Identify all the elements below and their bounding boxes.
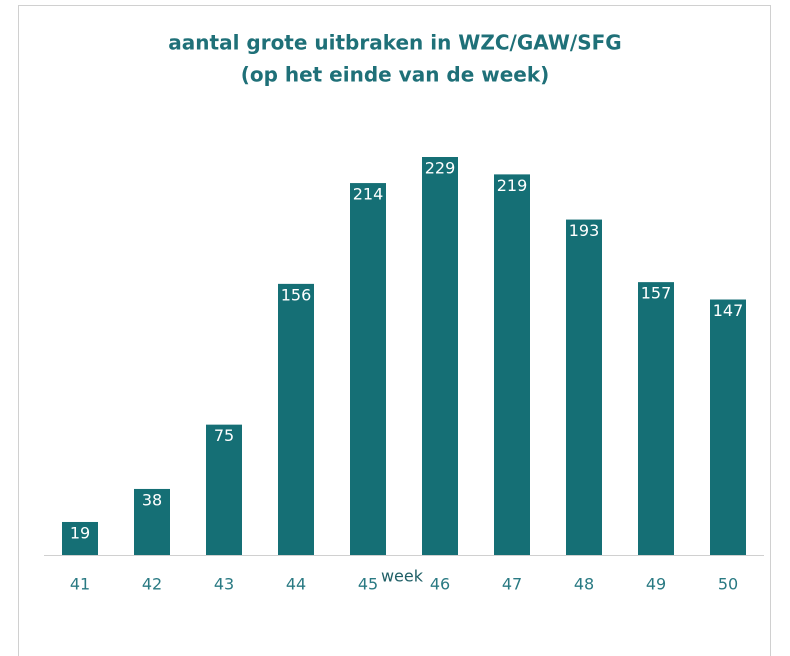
bar <box>422 157 458 555</box>
value-label: 19 <box>70 523 90 542</box>
bar <box>638 282 674 555</box>
x-tick-label: 41 <box>70 575 90 594</box>
bar <box>350 183 386 555</box>
value-label: 229 <box>425 159 456 178</box>
bar <box>278 283 314 555</box>
value-label: 147 <box>713 301 744 320</box>
x-tick-label: 46 <box>430 575 450 594</box>
x-axis-label: week <box>381 567 424 586</box>
chart-subtitle: (op het einde van de week) <box>241 63 550 87</box>
bar <box>710 299 746 555</box>
value-label: 214 <box>353 185 384 204</box>
x-tick-label: 44 <box>286 575 306 594</box>
bar <box>206 424 242 555</box>
x-tick-label: 42 <box>142 575 162 594</box>
value-label: 156 <box>281 285 312 304</box>
bar <box>494 174 530 555</box>
value-label: 38 <box>142 490 162 509</box>
bar <box>62 521 98 555</box>
bar <box>566 219 602 555</box>
x-tick-label: 43 <box>214 575 234 594</box>
value-label: 193 <box>569 221 600 240</box>
x-tick-label: 50 <box>718 575 738 594</box>
x-tick-label: 47 <box>502 575 522 594</box>
x-tick-label: 49 <box>646 575 666 594</box>
value-label: 75 <box>214 426 234 445</box>
x-tick-label: 45 <box>358 575 378 594</box>
value-label: 219 <box>497 176 528 195</box>
bar <box>134 488 170 555</box>
chart-title: aantal grote uitbraken in WZC/GAW/SFG <box>168 31 621 55</box>
value-label: 157 <box>641 284 672 303</box>
x-tick-label: 48 <box>574 575 594 594</box>
